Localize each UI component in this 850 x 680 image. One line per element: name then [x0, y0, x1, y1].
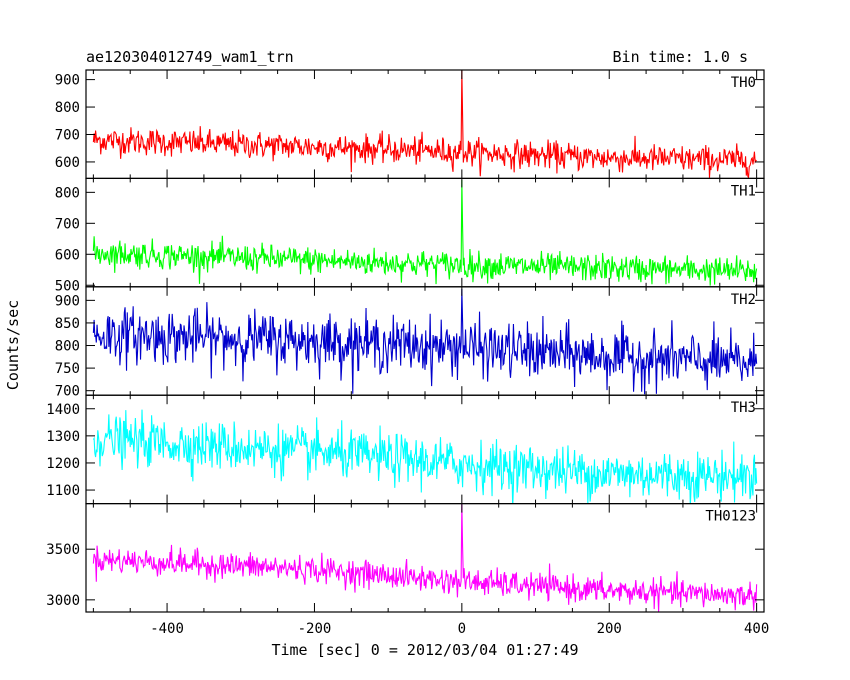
y-tick-label: 600 [55, 247, 80, 263]
y-tick-label: 1100 [46, 483, 80, 499]
y-tick-label: 700 [55, 127, 80, 143]
y-tick-label: 800 [55, 185, 80, 201]
x-tick-label: -400 [150, 621, 184, 637]
x-tick-label: 400 [744, 621, 769, 637]
bin-time-label: Bin time: 1.0 s [613, 48, 748, 66]
panel-th2: 700 750 800 850 900 TH2 [55, 286, 765, 400]
x-tick-label: 0 [458, 621, 466, 637]
y-tick-label: 1200 [46, 456, 80, 472]
series-line-th2 [92, 289, 758, 395]
panel-th0: 600 700 800 900 TH0 [55, 69, 765, 180]
y-tick-label: 900 [55, 293, 80, 309]
panel-th3: 1100 1200 1300 1400 TH3 [46, 394, 765, 505]
x-axis-label: Time [sec] 0 = 2012/03/04 01:27:49 [271, 641, 578, 659]
panel-frame [85, 69, 765, 180]
y-tick-label: 500 [55, 278, 80, 294]
panel-frame [85, 503, 765, 613]
panels-group: 600 700 800 900 TH0 500 600 700 800 TH1 700 750 800 8… [46, 69, 769, 637]
x-tick-label: -200 [298, 621, 332, 637]
panel-label: TH2 [731, 292, 756, 308]
plot-title: ae120304012749_wam1_trn [86, 48, 294, 66]
series-line-th0 [92, 70, 757, 179]
panel-label: TH0123 [705, 509, 756, 525]
y-tick-label: 3000 [46, 593, 80, 609]
series-line-th3 [92, 409, 758, 504]
y-tick-label: 600 [55, 155, 80, 171]
y-tick-label: 700 [55, 216, 80, 232]
panel-label: TH3 [731, 400, 756, 416]
x-tick-label: 200 [597, 621, 622, 637]
panel-label: TH0 [731, 75, 756, 91]
y-tick-label: 3500 [46, 542, 80, 558]
y-tick-label: 1300 [46, 429, 80, 445]
series-line-th0123 [92, 503, 758, 613]
y-tick-label: 800 [55, 100, 80, 116]
y-tick-label: 700 [55, 384, 80, 400]
y-tick-label: 900 [55, 73, 80, 89]
panel-label: TH1 [731, 183, 756, 199]
panel-th1: 500 600 700 800 TH1 [55, 177, 765, 294]
y-tick-label: 750 [55, 361, 80, 377]
y-axis-label: Counts/sec [4, 300, 22, 390]
y-tick-label: 1400 [46, 402, 80, 418]
y-tick-label: 850 [55, 316, 80, 332]
y-tick-label: 800 [55, 339, 80, 355]
panel-th0123: 3000 3500 TH0123 -400 -200 0 200 400 [46, 503, 769, 637]
series-line-th1 [92, 179, 758, 286]
